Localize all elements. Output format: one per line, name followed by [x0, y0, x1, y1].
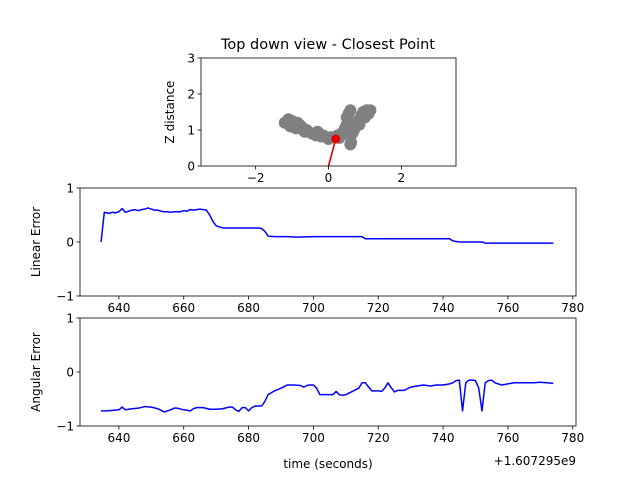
top-chart-title: Top down view - Closest Point — [220, 37, 435, 53]
angular-chart-offset-text: +1.607295e9 — [494, 454, 576, 468]
top-chart-point-29 — [344, 104, 357, 117]
angular-chart-ytick-label-0: −1 — [56, 420, 74, 434]
angular-chart-ticks: 640 660 680 700 720 740 760 780 −1 0 1 — [56, 312, 584, 446]
linear-chart-ticks: 640 660 680 700 720 740 760 780 −1 0 1 — [56, 182, 584, 316]
linear-chart-frame — [79, 187, 577, 297]
angular-chart-plot-area — [101, 379, 554, 413]
top-chart-point-49 — [337, 127, 350, 140]
top-chart-point-46 — [315, 130, 328, 143]
closest-point-line — [327, 138, 337, 166]
linear-chart-xtick-label-1: 660 — [172, 301, 195, 315]
linear-error-chart: Linear Error 640 660 680 700 720 740 760 780 −1 0… — [29, 182, 584, 316]
top-chart-frame — [200, 57, 457, 167]
angular-chart-xtick-label-4: 720 — [367, 431, 390, 445]
linear-chart-xtick-label-5: 740 — [432, 301, 455, 315]
angular-chart-ytick-label-1: 0 — [66, 366, 74, 380]
linear-chart-xtick-label-6: 760 — [496, 301, 519, 315]
linear-chart-plot-area — [100, 207, 554, 244]
linear-chart-xtick-label-2: 680 — [237, 301, 260, 315]
top-chart-ytick-label-0: 0 — [187, 160, 195, 174]
angular-chart-xtick-label-3: 700 — [302, 431, 325, 445]
top-chart-point-45 — [345, 136, 358, 149]
linear-chart-ylabel: Linear Error — [29, 207, 43, 277]
angular-chart-xtick-label-6: 760 — [496, 431, 519, 445]
angular-chart-xtick-label-2: 680 — [237, 431, 260, 445]
linear-chart-ytick-label-0: −1 — [56, 290, 74, 304]
angular-chart-xtick-label-0: 640 — [107, 431, 130, 445]
angular-chart-ylabel: Angular Error — [29, 332, 43, 412]
top-chart-ytick-label-2: 2 — [187, 88, 195, 102]
linear-chart-xtick-label-0: 640 — [107, 301, 130, 315]
linear-chart-ytick-label-1: 0 — [66, 236, 74, 250]
top-chart-xtick-label-0: −2 — [247, 171, 265, 185]
linear-chart-xtick-label-4: 720 — [367, 301, 390, 315]
top-chart-ytick-label-3: 3 — [187, 52, 195, 66]
top-chart-point-48 — [293, 118, 306, 131]
top-chart-xtick-label-2: 2 — [398, 171, 406, 185]
linear-chart-series-line-0 — [100, 207, 554, 244]
top-chart-ylabel: Z distance — [163, 81, 177, 144]
angular-chart-series-line-0 — [101, 379, 554, 413]
top-chart-ytick-label-1: 1 — [187, 124, 195, 138]
linear-chart-xtick-label-3: 700 — [302, 301, 325, 315]
angular-chart-xtick-label-5: 740 — [432, 431, 455, 445]
angular-chart-xlabel: time (seconds) — [283, 457, 372, 471]
angular-chart-xtick-label-7: 780 — [561, 431, 584, 445]
top-chart-ticks: −2 0 2 0 1 2 3 — [187, 52, 405, 186]
angular-chart-xtick-label-1: 660 — [172, 431, 195, 445]
top-chart-point-43 — [353, 118, 366, 131]
linear-chart-ytick-label-2: 1 — [66, 182, 74, 196]
angular-error-chart: Angular Error 640 660 680 700 720 740 760 780 −1… — [29, 312, 584, 472]
top-chart-xtick-label-1: 0 — [325, 171, 333, 185]
angular-chart-frame — [79, 317, 577, 427]
angular-chart-ytick-label-2: 1 — [66, 312, 74, 326]
closest-point-marker — [331, 134, 341, 144]
top-chart-plot-area — [278, 104, 377, 166]
top-down-view-chart: Top down view - Closest Point Z distance… — [163, 37, 457, 186]
linear-chart-xtick-label-7: 780 — [561, 301, 584, 315]
